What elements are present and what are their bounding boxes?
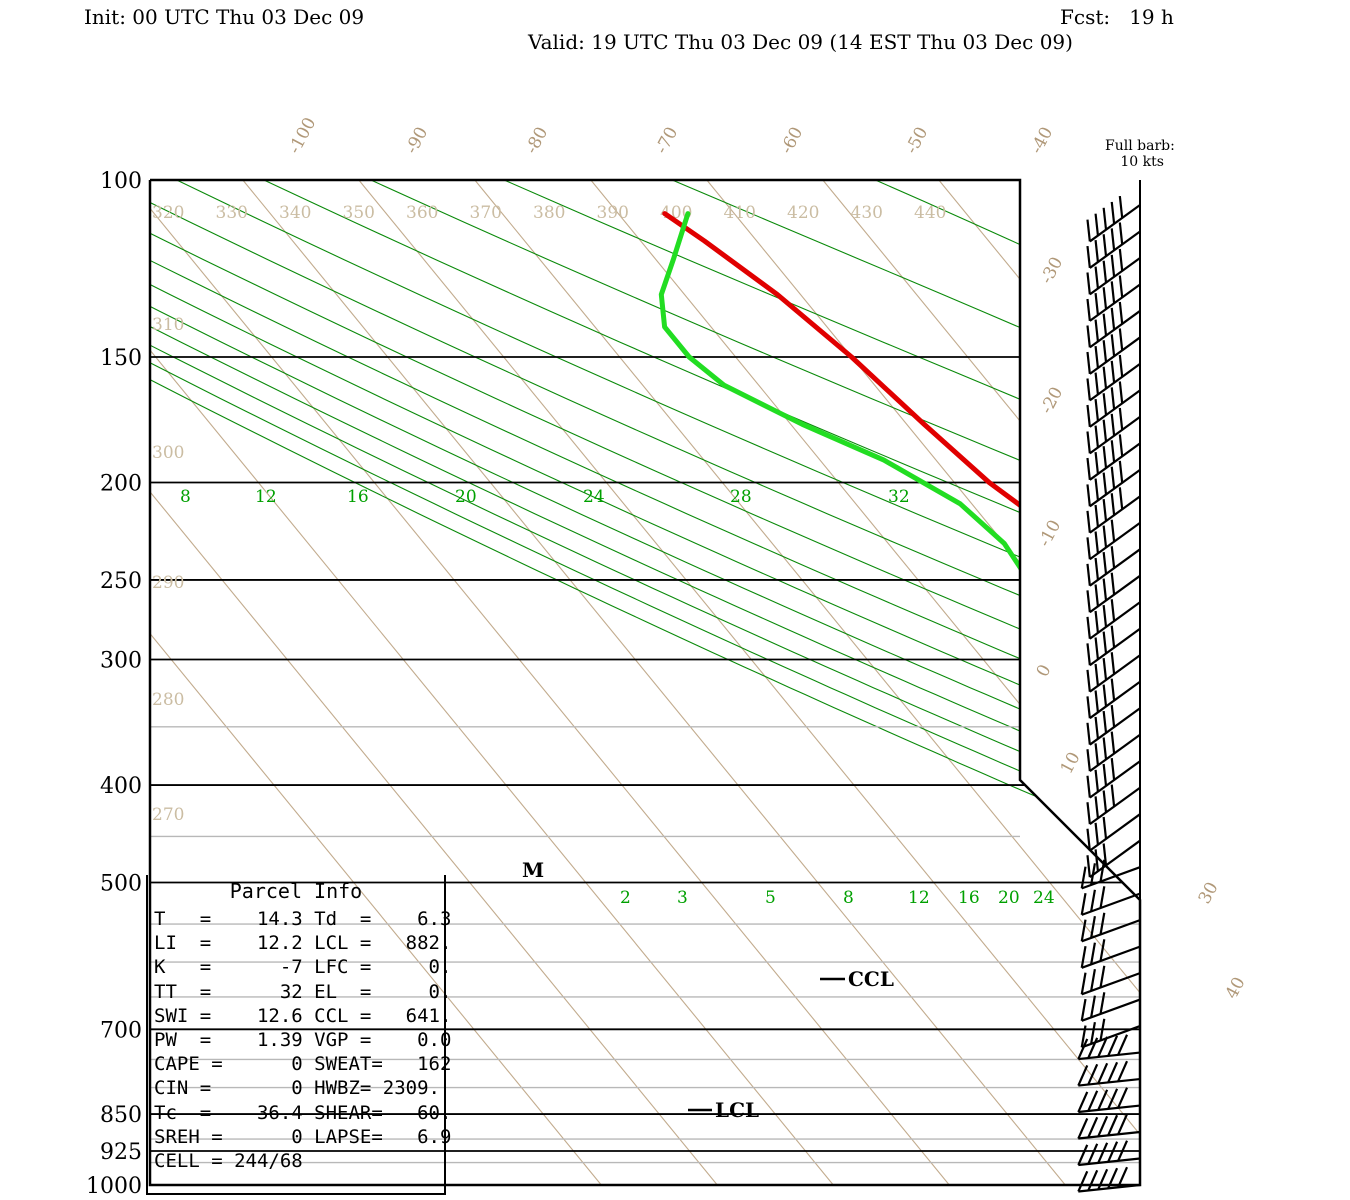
lcl-marker-label: LCL: [715, 1098, 759, 1122]
svg-text:370: 370: [470, 203, 502, 223]
moist-adiabat-labels: 8 12 16 20 24 28 32: [180, 487, 910, 507]
svg-text:925: 925: [100, 1140, 142, 1165]
parcel-info-row: TT = 32 EL = 0.: [154, 980, 452, 1003]
parcel-info-row: K = -7 LFC = 0.: [154, 956, 452, 979]
svg-text:310: 310: [152, 315, 184, 335]
parcel-info-row: SREH = 0 LAPSE= 6.9: [154, 1125, 452, 1148]
svg-text:270: 270: [152, 805, 184, 825]
parcel-info-row: CIN = 0 HWBZ= 2309.: [154, 1077, 440, 1100]
svg-text:-90: -90: [402, 124, 433, 158]
mixing-ratio-labels: 2 3 5 8 12 16 20 24: [620, 888, 1055, 908]
svg-text:850: 850: [100, 1103, 142, 1128]
svg-text:250: 250: [100, 569, 142, 594]
forecast-hour-label: Fcst: 19 h: [1060, 5, 1174, 29]
svg-text:8: 8: [843, 888, 854, 908]
svg-text:30: 30: [1195, 879, 1223, 907]
parcel-info-row: T = 14.3 Td = 6.3: [154, 908, 452, 930]
svg-text:400: 400: [100, 774, 142, 799]
svg-text:28: 28: [730, 487, 752, 507]
svg-text:-50: -50: [902, 124, 933, 158]
ccl-marker-label: CCL: [848, 967, 894, 991]
svg-text:8: 8: [180, 487, 191, 507]
svg-text:330: 330: [216, 203, 248, 223]
pressure-axis-labels: 100 150 200 250 300 400 500 700 850 925 1000: [86, 169, 142, 1199]
svg-text:500: 500: [100, 871, 142, 896]
svg-text:10: 10: [1057, 749, 1085, 777]
svg-text:-30: -30: [1037, 254, 1068, 288]
svg-text:100: 100: [100, 169, 142, 194]
parcel-info-content: Parcel Info T = 14.3 Td = 6.3 LI = 12.2 L…: [148, 877, 452, 1173]
parcel-info-rows: T = 14.3 Td = 6.3 LI = 12.2 LCL = 882. K =…: [148, 903, 452, 1173]
svg-text:40: 40: [1222, 974, 1250, 1002]
level-markers: M CCL LCL: [522, 858, 894, 1122]
svg-text:320: 320: [152, 203, 184, 223]
svg-text:-10: -10: [1035, 517, 1066, 551]
svg-text:12: 12: [255, 487, 277, 507]
svg-text:150: 150: [100, 346, 142, 371]
parcel-info-row: Tc = 36.4 SHEAR= 60.: [154, 1101, 452, 1124]
svg-text:24: 24: [1033, 888, 1055, 908]
svg-text:300: 300: [100, 649, 142, 674]
init-time-label: Init: 00 UTC Thu 03 Dec 09: [84, 5, 365, 29]
svg-text:440: 440: [914, 203, 946, 223]
wind-barb-legend: Full barb: 10 kts: [1105, 138, 1175, 170]
svg-text:430: 430: [851, 203, 883, 223]
svg-text:300: 300: [152, 443, 184, 463]
wind-barb-column: [1077, 195, 1141, 1193]
parcel-info-box: [146, 875, 446, 1195]
svg-text:350: 350: [343, 203, 375, 223]
dewpoint-profile-curve: [658, 211, 1140, 1185]
svg-text:-80: -80: [522, 124, 553, 158]
svg-text:290: 290: [152, 573, 184, 593]
svg-text:410: 410: [724, 203, 756, 223]
svg-text:-40: -40: [1027, 124, 1058, 158]
svg-text:-100: -100: [285, 114, 321, 157]
svg-text:-60: -60: [777, 124, 808, 158]
parcel-info-row: CELL = 244/68: [154, 1150, 303, 1173]
svg-text:16: 16: [958, 888, 980, 908]
svg-text:390: 390: [597, 203, 629, 223]
svg-text:3: 3: [677, 888, 688, 908]
svg-text:200: 200: [100, 472, 142, 497]
svg-text:-70: -70: [652, 124, 683, 158]
dry-adiabat-labels: 320 330 340 350 360 370 380 390 400 410 420 430 4403…: [152, 203, 946, 825]
valid-time-label: Valid: 19 UTC Thu 03 Dec 09 (14 EST Thu …: [528, 30, 1073, 54]
svg-text:2: 2: [620, 888, 631, 908]
parcel-info-row: SWI = 12.6 CCL = 641.: [154, 1004, 452, 1027]
svg-text:360: 360: [406, 203, 438, 223]
svg-text:280: 280: [152, 690, 184, 710]
svg-text:16: 16: [347, 487, 369, 507]
header-block: Init: 00 UTC Thu 03 Dec 09 Fcst: 19 h Va…: [0, 0, 1350, 60]
svg-text:700: 700: [100, 1018, 142, 1043]
svg-text:32: 32: [888, 487, 910, 507]
svg-text:1000: 1000: [86, 1174, 142, 1199]
svg-text:20: 20: [998, 888, 1020, 908]
parcel-info-row: CAPE = 0 SWEAT= 162: [154, 1053, 452, 1076]
parcel-info-title: Parcel Info: [229, 879, 363, 903]
parcel-info-row: LI = 12.2 LCL = 882.: [154, 932, 452, 955]
temperature-profile-curve: [662, 211, 1140, 1185]
svg-text:20: 20: [455, 487, 477, 507]
mixed-layer-marker: M: [522, 858, 544, 882]
parcel-info-row: PW = 1.39 VGP = 0.0: [154, 1029, 452, 1052]
svg-text:380: 380: [533, 203, 565, 223]
svg-text:24: 24: [583, 487, 605, 507]
svg-text:-20: -20: [1037, 384, 1068, 418]
svg-text:340: 340: [279, 203, 311, 223]
svg-text:420: 420: [787, 203, 819, 223]
svg-text:0: 0: [1033, 661, 1056, 680]
svg-text:5: 5: [765, 888, 776, 908]
svg-text:12: 12: [908, 888, 930, 908]
